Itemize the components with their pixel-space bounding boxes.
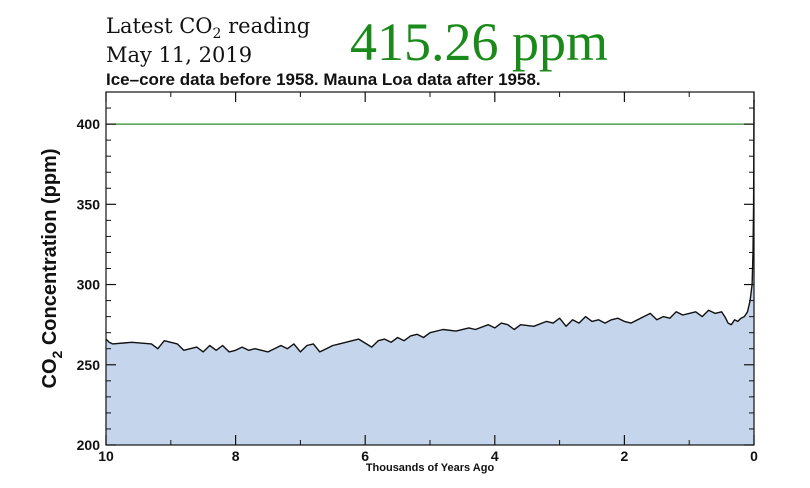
y-tick-label: 350 <box>77 196 101 212</box>
axis-ticks: 200 250 300 350 400 10 8 6 4 2 0 <box>77 91 758 464</box>
y-label-prefix: CO <box>39 359 61 389</box>
y-tick-label: 400 <box>77 116 101 132</box>
y-tick-label: 300 <box>77 277 101 293</box>
y-tick-label: 250 <box>77 357 101 373</box>
x-tick-label: 8 <box>232 448 240 464</box>
co2-series-line <box>105 99 755 353</box>
x-axis-label: Thousands of Years Ago <box>366 462 495 474</box>
x-tick-label: 2 <box>621 448 629 464</box>
y-label-suffix: Concentration (ppm) <box>39 148 61 350</box>
x-tick-label: 10 <box>98 448 114 464</box>
latest-value: 415.26 ppm <box>350 12 609 72</box>
y-axis-label: CO2 Concentration (ppm) <box>39 148 65 388</box>
x-tick-label: 4 <box>491 448 499 464</box>
x-tick-label: 6 <box>361 448 369 464</box>
x-tick-label: 0 <box>750 448 758 464</box>
label-suffix: reading <box>221 14 311 38</box>
co2-area <box>106 100 754 445</box>
latest-reading-label: Latest CO2 reading <box>106 14 310 46</box>
label-subscript: 2 <box>212 26 222 43</box>
chart-subtitle: Ice–core data before 1958. Mauna Loa dat… <box>106 70 541 89</box>
y-tick-label: 200 <box>77 437 101 453</box>
label-prefix: Latest CO <box>106 14 213 38</box>
reading-date: May 11, 2019 <box>106 43 253 67</box>
plot-area <box>105 99 755 445</box>
y-label-subscript: 2 <box>49 351 65 359</box>
